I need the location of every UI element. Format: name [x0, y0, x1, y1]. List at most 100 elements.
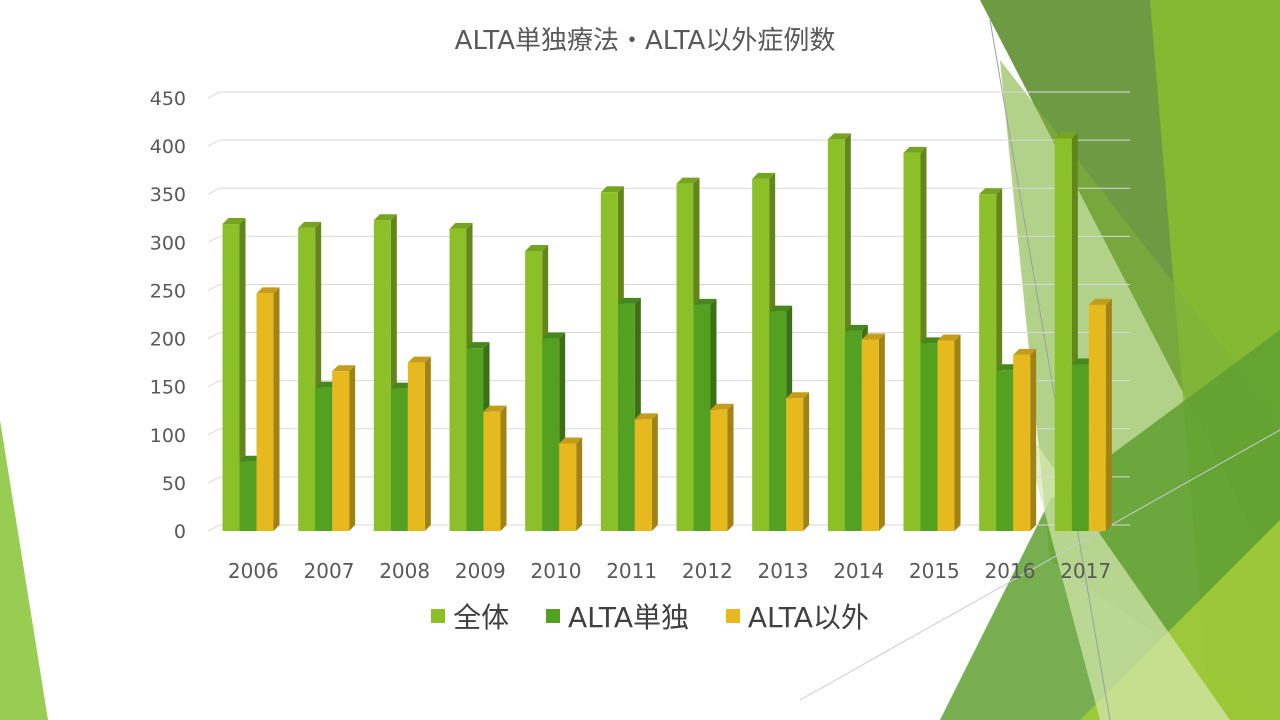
bar: [920, 343, 938, 531]
bar-top: [752, 172, 776, 179]
bar: [996, 370, 1014, 531]
legend-swatch-all: [431, 609, 446, 623]
legend-item-all: 全体: [431, 596, 509, 636]
bar-top: [1088, 298, 1112, 305]
bar-top: [256, 287, 280, 294]
bar-top: [937, 334, 961, 341]
chart-legend: 全体 ALTA単独 ALTA以外: [0, 596, 1280, 636]
legend-item-non-alta: ALTA以外: [725, 596, 869, 636]
y-tick-label: 150: [150, 377, 186, 399]
legend-label-non-alta: ALTA以外: [747, 601, 869, 634]
bar-top: [710, 403, 734, 410]
bar-top: [449, 222, 473, 229]
bar: [1071, 364, 1089, 531]
legend-label-alta-only: ALTA単独: [568, 601, 689, 634]
gridline-depth: [207, 332, 221, 340]
x-tick-label: 2011: [606, 559, 657, 583]
bar: [390, 388, 408, 531]
bar: [483, 411, 501, 531]
x-tick-label: 2010: [531, 559, 582, 583]
bar: [979, 194, 997, 531]
bar: [1088, 304, 1106, 531]
x-tick-label: 2009: [455, 559, 506, 583]
bar-side: [878, 333, 885, 531]
legend-swatch-alta-only: [546, 609, 561, 623]
x-tick-label: 2008: [379, 559, 430, 583]
bar-side: [954, 334, 961, 531]
y-tick-label: 250: [150, 280, 186, 302]
x-tick-label: 2015: [909, 559, 960, 583]
bar: [937, 340, 955, 531]
y-tick-label: 50: [162, 473, 186, 495]
y-tick-label: 350: [150, 184, 186, 206]
gridline-depth: [207, 91, 221, 99]
bar-side: [349, 365, 356, 531]
legend-item-alta-only: ALTA単独: [546, 596, 689, 636]
y-tick-label: 300: [150, 232, 186, 254]
bar: [676, 183, 694, 532]
bar-side: [273, 287, 280, 531]
bar-side: [1105, 298, 1112, 531]
bar: [407, 362, 425, 531]
bar-side: [576, 437, 583, 531]
bar: [332, 371, 350, 531]
bar: [861, 339, 879, 531]
bar-top: [525, 244, 549, 251]
bar-top: [786, 392, 810, 399]
bar: [315, 387, 333, 531]
bar-top: [600, 186, 624, 193]
gridline-depth: [207, 428, 221, 436]
x-tick-label: 2007: [304, 559, 355, 583]
legend-swatch-non-alta: [725, 609, 740, 623]
bar-top: [542, 332, 566, 339]
bar-top: [222, 218, 246, 225]
y-tick-label: 400: [150, 136, 186, 158]
bar-top: [1054, 132, 1078, 139]
bar: [222, 224, 240, 531]
bar-top: [979, 188, 1003, 195]
x-tick-label: 2017: [1060, 559, 1111, 583]
bar-side: [727, 403, 734, 531]
bar-top: [693, 298, 717, 305]
bar-top: [298, 221, 322, 228]
x-tick-label: 2012: [682, 559, 733, 583]
bar: [600, 192, 618, 531]
x-tick-label: 2006: [228, 559, 279, 583]
bar: [449, 228, 467, 531]
gridline-depth: [207, 283, 221, 291]
bar-top: [676, 177, 700, 184]
bar: [844, 330, 862, 531]
bar-side: [803, 392, 810, 531]
gridline-depth: [207, 187, 221, 195]
bar: [827, 139, 845, 531]
bar-top: [634, 413, 658, 420]
bar-side: [424, 356, 431, 531]
bar: [542, 338, 560, 531]
bar: [1013, 354, 1031, 531]
x-tick-label: 2013: [758, 559, 809, 583]
bar-top: [407, 356, 431, 363]
bar: [786, 398, 804, 531]
bar: [373, 220, 391, 532]
bar: [1054, 138, 1072, 531]
bar: [525, 250, 543, 531]
bar: [634, 419, 652, 531]
bar-top: [483, 405, 507, 412]
legend-label-all: 全体: [453, 601, 510, 634]
y-tick-label: 200: [150, 329, 186, 351]
bar-side: [239, 218, 246, 531]
bar: [256, 293, 274, 531]
gridline-depth: [207, 476, 221, 484]
x-tick-label: 2016: [985, 559, 1036, 583]
bar-side: [1030, 348, 1037, 531]
y-tick-label: 100: [150, 425, 186, 447]
gridline-depth: [207, 139, 221, 147]
bar-side: [500, 405, 507, 531]
bar-top: [617, 297, 641, 304]
bar: [617, 303, 635, 531]
bar: [466, 348, 484, 531]
x-tick-label: 2014: [833, 559, 884, 583]
y-tick-label: 450: [150, 88, 186, 110]
bar: [239, 461, 257, 531]
